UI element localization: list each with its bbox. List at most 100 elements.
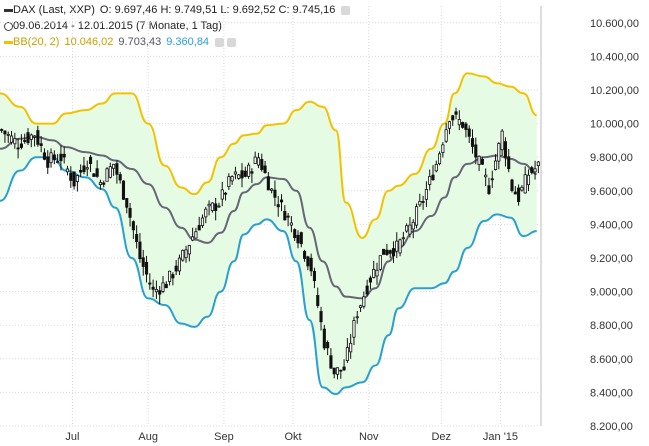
candle-body bbox=[517, 187, 521, 203]
candle-body bbox=[431, 174, 435, 181]
candle-body bbox=[197, 225, 201, 231]
candle-body bbox=[56, 161, 60, 164]
candle-body bbox=[454, 111, 458, 115]
candle-body bbox=[16, 147, 20, 150]
candle-body bbox=[342, 366, 346, 371]
candle-body bbox=[279, 199, 284, 203]
candle-body bbox=[303, 250, 307, 259]
x-tick-label: Okt bbox=[284, 431, 301, 443]
candle-body bbox=[214, 203, 218, 212]
candle-body bbox=[3, 130, 7, 135]
candle-body bbox=[181, 249, 185, 261]
candlesticks bbox=[0, 107, 540, 380]
candle-body bbox=[411, 221, 415, 230]
candle-body bbox=[49, 152, 53, 164]
legend-title-row: DAX (Last, XXP) O: 9.697,46 H: 9.749,51 … bbox=[4, 2, 351, 18]
y-tick-label: 9.600,00 bbox=[590, 186, 633, 198]
candle-body bbox=[59, 153, 63, 162]
candle-body bbox=[65, 168, 70, 173]
candle-body bbox=[405, 225, 409, 232]
candle-body bbox=[424, 189, 428, 200]
candle-body bbox=[164, 283, 168, 289]
candle-body bbox=[428, 176, 432, 185]
candle-body bbox=[470, 138, 475, 147]
candle-body bbox=[108, 166, 112, 178]
candle-body bbox=[9, 135, 14, 143]
candle-body bbox=[36, 130, 40, 145]
candle-body bbox=[451, 115, 455, 121]
y-tick-label: 10.600,00 bbox=[590, 18, 639, 30]
clock-icon bbox=[4, 21, 13, 31]
candle-body bbox=[26, 132, 30, 144]
band-area bbox=[0, 73, 537, 395]
legend-bb-row: BB(20, 2) 10.046,02 9.703,43 9.360,84 bbox=[4, 34, 237, 50]
candle-body bbox=[23, 140, 27, 142]
candle-body bbox=[184, 249, 188, 259]
settings-icon[interactable] bbox=[215, 37, 225, 47]
candle-body bbox=[131, 221, 135, 231]
x-tick-label: Aug bbox=[138, 431, 158, 443]
candle-body bbox=[276, 204, 280, 208]
candle-body bbox=[467, 128, 471, 137]
candle-body bbox=[102, 182, 106, 185]
candle-body bbox=[385, 249, 389, 255]
candle-body bbox=[69, 172, 73, 181]
candle-body bbox=[250, 171, 254, 174]
x-tick-label: Nov bbox=[359, 431, 379, 443]
candle-body bbox=[444, 129, 448, 142]
instrument-name: DAX (Last, XXP) bbox=[13, 4, 95, 16]
y-tick-label: 9.200,00 bbox=[590, 253, 633, 265]
candle-body bbox=[42, 152, 47, 160]
candle-body bbox=[365, 285, 369, 295]
candle-body bbox=[355, 316, 359, 319]
candle-body bbox=[434, 163, 438, 172]
bollinger-band-fill bbox=[0, 73, 537, 395]
candle-body bbox=[168, 270, 172, 282]
candle-body bbox=[204, 208, 208, 218]
candle-body bbox=[62, 153, 66, 158]
close-icon[interactable] bbox=[227, 37, 237, 47]
candle-body bbox=[326, 342, 330, 349]
middle-band-line bbox=[0, 136, 537, 300]
candle-body bbox=[457, 119, 461, 126]
candle-body bbox=[29, 134, 33, 140]
candle-body bbox=[533, 168, 537, 173]
candle-body bbox=[293, 229, 297, 239]
bb-label: BB(20, 2) bbox=[13, 36, 60, 48]
lower-band-line bbox=[0, 156, 537, 396]
candle-body bbox=[13, 138, 17, 145]
candle-body bbox=[322, 328, 326, 349]
x-tick-label: Jul bbox=[65, 431, 79, 443]
candle-body bbox=[378, 255, 382, 270]
candle-body bbox=[536, 161, 540, 167]
candle-body bbox=[391, 248, 396, 257]
candle-body bbox=[474, 144, 478, 158]
candle-body bbox=[72, 171, 76, 187]
candle-body bbox=[395, 240, 399, 252]
legend-period-row: 09.06.2014 - 12.01.2015 (7 Monate, 1 Tag… bbox=[4, 18, 222, 34]
candle-body bbox=[358, 305, 363, 308]
candle-body bbox=[263, 165, 267, 174]
candle-body bbox=[135, 234, 139, 243]
settings-icon[interactable] bbox=[341, 5, 351, 15]
candle-body bbox=[98, 182, 102, 185]
candle-body bbox=[148, 282, 152, 285]
candle-body bbox=[480, 158, 484, 165]
candle-body bbox=[171, 274, 175, 279]
candle-body bbox=[401, 237, 405, 240]
candle-body bbox=[493, 160, 498, 170]
candle-body bbox=[312, 270, 317, 282]
candle-body bbox=[200, 217, 205, 227]
candle-body bbox=[500, 130, 504, 151]
candle-body bbox=[487, 185, 491, 194]
candle-body bbox=[382, 248, 386, 255]
candle-body bbox=[138, 241, 142, 260]
candle-body bbox=[82, 165, 86, 173]
candle-body bbox=[461, 121, 465, 128]
candle-body bbox=[388, 250, 392, 254]
candle-body bbox=[332, 367, 336, 375]
x-tick-label: Dez bbox=[431, 431, 451, 443]
candle-body bbox=[115, 163, 119, 175]
candle-body bbox=[339, 369, 343, 372]
